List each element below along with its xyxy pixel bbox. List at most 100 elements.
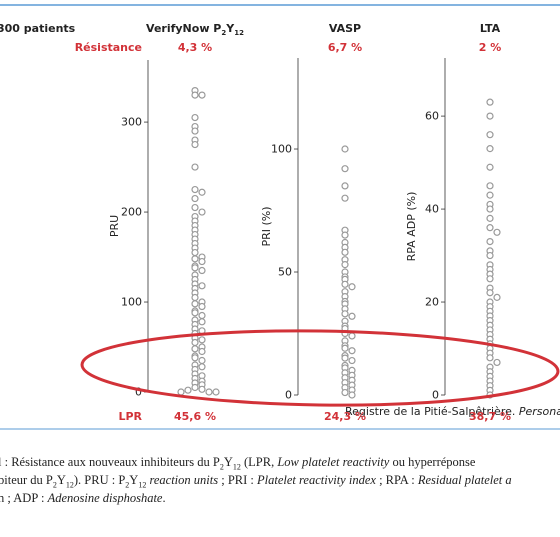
caption-text: . xyxy=(162,491,166,505)
data-point xyxy=(486,191,494,199)
panel-title: VASP xyxy=(329,22,361,35)
data-point xyxy=(198,318,206,326)
caption-sub: 2 xyxy=(52,480,57,490)
caption-text: ou hyperréponse xyxy=(389,455,476,469)
data-point xyxy=(486,275,494,283)
caption-line: l : Résistance aux nouveaux inhibiteurs … xyxy=(0,455,475,472)
caption-text: l : Résistance aux nouveaux inhibiteurs … xyxy=(0,455,220,469)
panel-title: VerifyNow P2Y12 xyxy=(146,22,244,37)
data-point xyxy=(191,255,199,263)
data-point xyxy=(191,140,199,149)
caption-text: Y xyxy=(223,455,233,469)
data-point xyxy=(198,363,206,371)
caption-sub: 12 xyxy=(138,480,147,490)
source-italic: Personal data xyxy=(519,405,560,418)
data-point xyxy=(341,354,349,362)
data-point xyxy=(341,388,349,397)
caption-sub: 2 xyxy=(219,462,224,472)
data-point xyxy=(486,112,494,120)
y-tick-label: 50 xyxy=(278,266,292,279)
title-part: VerifyNow P xyxy=(146,22,221,35)
y-tick-label: 0 xyxy=(432,389,439,402)
data-point xyxy=(348,347,356,355)
resistance-value: 2 % xyxy=(479,41,502,54)
data-point xyxy=(191,383,199,392)
data-point xyxy=(348,356,356,365)
data-point xyxy=(341,182,349,190)
caption-text: ; RPA : xyxy=(375,473,418,487)
lpr-value: 38,7 % xyxy=(469,410,511,423)
data-point xyxy=(198,266,206,275)
data-point xyxy=(198,336,206,344)
data-point xyxy=(348,332,356,340)
lpr-value: 45,6 % xyxy=(174,410,216,423)
data-point xyxy=(205,388,213,396)
data-point xyxy=(198,356,206,365)
data-point xyxy=(191,163,199,171)
data-point xyxy=(198,91,206,99)
data-point xyxy=(191,309,199,317)
caption-text: Y xyxy=(129,473,139,487)
data-point xyxy=(486,145,494,153)
source: Registre de la Pitié-Salpêtrière. Person… xyxy=(345,405,560,418)
data-point xyxy=(198,188,206,196)
resistance-value: 6,7 % xyxy=(328,41,362,54)
data-point xyxy=(341,165,349,173)
data-point xyxy=(341,261,349,269)
data-point xyxy=(191,113,199,122)
header: 300 patients xyxy=(0,22,76,35)
data-point xyxy=(486,163,494,171)
y-axis-label: RPA ADP (%) xyxy=(405,192,418,262)
data-point xyxy=(341,248,349,256)
data-point xyxy=(198,257,206,266)
panel-title: LTA xyxy=(480,22,501,35)
y-tick-label: 100 xyxy=(121,296,142,309)
data-point xyxy=(191,293,199,302)
data-point xyxy=(198,208,206,216)
data-point xyxy=(191,354,199,362)
row-label: LPR xyxy=(118,410,142,423)
caption-text: Y xyxy=(56,473,66,487)
caption-italic: reaction units xyxy=(149,473,219,487)
data-point xyxy=(191,300,199,308)
data-point xyxy=(486,354,494,362)
data-point xyxy=(198,311,206,320)
y-tick-label: 0 xyxy=(285,389,292,402)
data-point xyxy=(191,338,199,347)
data-point xyxy=(341,231,349,239)
y-tick-label: 20 xyxy=(425,296,439,309)
data-point xyxy=(191,194,199,203)
caption-italic: Residual platelet a xyxy=(417,473,512,487)
caption-text: n ; ADP : xyxy=(0,491,48,505)
caption-line: biteur du P2Y12). PRU : P2Y12 reaction u… xyxy=(0,473,512,490)
data-point xyxy=(191,91,199,99)
data-point xyxy=(191,203,199,212)
data-point xyxy=(191,248,199,257)
data-point xyxy=(341,344,349,352)
data-point xyxy=(341,310,349,318)
data-point xyxy=(486,238,494,246)
y-tick-label: 300 xyxy=(121,116,142,129)
highlight-ellipse xyxy=(80,329,560,407)
data-point xyxy=(198,302,206,311)
row-label: Résistance xyxy=(75,41,142,54)
caption-italic: Low platelet reactivity xyxy=(277,455,390,469)
y-tick-label: 40 xyxy=(425,203,439,216)
data-point xyxy=(191,345,199,353)
data-point xyxy=(341,280,349,288)
lpr-value: 24,3 % xyxy=(324,410,366,423)
data-point xyxy=(341,145,349,153)
caption-italic: Adenosine disphoshate xyxy=(47,491,163,505)
caption-text: biteur du P xyxy=(0,473,53,487)
data-point xyxy=(177,388,185,396)
data-point xyxy=(486,224,494,232)
y-tick-label: 0 xyxy=(135,386,142,399)
caption-text: (LPR, xyxy=(240,455,278,469)
data-point xyxy=(493,228,501,236)
caption-sub: 12 xyxy=(65,480,74,490)
data-point xyxy=(486,214,494,222)
data-point xyxy=(486,98,494,106)
resistance-value: 4,3 % xyxy=(178,41,212,54)
data-point xyxy=(486,131,494,139)
